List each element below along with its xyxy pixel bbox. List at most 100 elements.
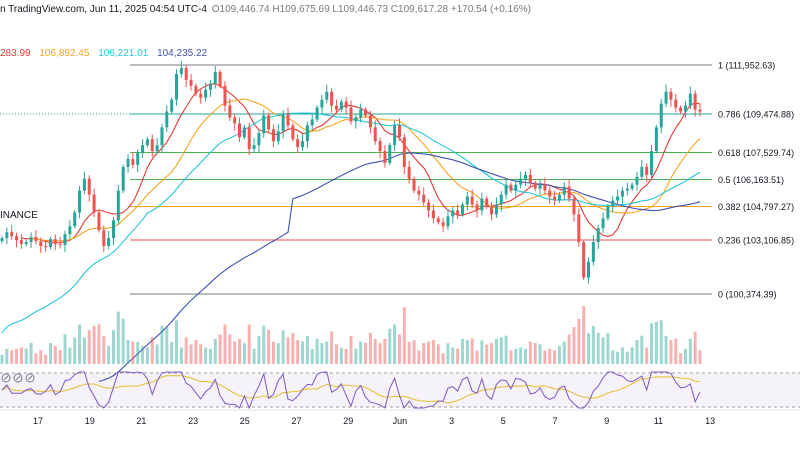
candle-body-58 bbox=[281, 113, 285, 132]
volume-bar-17 bbox=[82, 337, 86, 364]
volume-bar-0 bbox=[0, 354, 4, 364]
candle-body-105 bbox=[509, 184, 513, 191]
volume-bar-97 bbox=[470, 338, 474, 364]
candle-body-114 bbox=[553, 196, 557, 201]
volume-bar-90 bbox=[436, 344, 440, 364]
volume-bar-57 bbox=[276, 343, 280, 364]
ma3-line bbox=[1, 112, 701, 334]
volume-bar-88 bbox=[427, 341, 431, 364]
volume-bar-108 bbox=[523, 348, 528, 364]
time-tick-0: 17 bbox=[33, 416, 43, 426]
volume-bar-27 bbox=[131, 341, 135, 364]
candle-body-38 bbox=[184, 68, 188, 80]
candle-body-126 bbox=[611, 200, 615, 207]
volume-bar-56 bbox=[271, 341, 275, 364]
exchange-label: INANCE bbox=[0, 210, 38, 221]
volume-bar-60 bbox=[291, 333, 295, 364]
fib-label-3: 0.5 (106,163.51) bbox=[718, 175, 784, 185]
volume-bar-22 bbox=[107, 346, 111, 364]
volume-bar-82 bbox=[397, 334, 401, 364]
volume-bar-144 bbox=[698, 350, 702, 364]
candle-body-74 bbox=[359, 109, 363, 118]
candle-body-42 bbox=[204, 89, 208, 98]
candle-body-70 bbox=[339, 101, 343, 110]
volume-bar-124 bbox=[601, 337, 605, 364]
candle-body-69 bbox=[334, 105, 338, 110]
volume-bar-65 bbox=[315, 338, 319, 364]
candle-body-136 bbox=[659, 103, 663, 128]
volume-bar-134 bbox=[650, 323, 654, 364]
candle-body-37 bbox=[179, 68, 183, 74]
volume-bar-87 bbox=[422, 343, 426, 364]
volume-bar-117 bbox=[567, 334, 571, 364]
volume-bar-49 bbox=[238, 339, 242, 364]
volume-bar-32 bbox=[155, 344, 159, 364]
rsi-pane bbox=[0, 371, 800, 410]
candle-body-26 bbox=[126, 158, 130, 167]
candle-body-139 bbox=[674, 99, 678, 108]
candle-body-16 bbox=[78, 190, 82, 213]
volume-bar-129 bbox=[625, 351, 629, 364]
volume-bar-93 bbox=[451, 347, 455, 364]
candle-body-15 bbox=[73, 212, 77, 227]
volume-bar-135 bbox=[654, 321, 658, 364]
candle-body-125 bbox=[606, 206, 610, 219]
candle-body-135 bbox=[654, 127, 658, 152]
volume-bar-127 bbox=[616, 351, 620, 364]
volume-bar-20 bbox=[97, 324, 101, 364]
candle-body-130 bbox=[630, 184, 634, 189]
candle-body-134 bbox=[650, 151, 654, 175]
candle-body-24 bbox=[116, 190, 120, 221]
candle-body-65 bbox=[315, 107, 319, 120]
candle-body-46 bbox=[223, 85, 227, 106]
time-tick-12: 11 bbox=[654, 416, 663, 426]
candle-body-21 bbox=[102, 230, 106, 247]
volume-bar-98 bbox=[475, 350, 479, 364]
volume-bar-115 bbox=[557, 345, 561, 364]
volume-bar-6 bbox=[29, 342, 33, 364]
candle-body-31 bbox=[150, 139, 154, 152]
candle-body-103 bbox=[499, 194, 503, 205]
volume-bar-1 bbox=[5, 348, 9, 364]
rsi-setting-icon-a[interactable] bbox=[1, 373, 11, 383]
candle-body-88 bbox=[427, 202, 431, 211]
volume-bar-18 bbox=[87, 330, 91, 364]
candle-body-18 bbox=[87, 178, 91, 195]
candle-body-30 bbox=[145, 139, 149, 146]
rsi-setting-icon-c[interactable] bbox=[25, 373, 35, 383]
volume-bar-123 bbox=[596, 333, 600, 364]
candle-body-6 bbox=[29, 237, 33, 243]
candle-body-34 bbox=[165, 111, 169, 128]
volume-bar-133 bbox=[645, 347, 649, 364]
candle-body-112 bbox=[543, 184, 547, 191]
candle-body-118 bbox=[572, 198, 576, 215]
candle-body-64 bbox=[310, 119, 314, 126]
candle-body-45 bbox=[218, 71, 222, 86]
fib-label-0: 1 (111,952.63) bbox=[718, 61, 775, 71]
candle-body-13 bbox=[63, 234, 67, 246]
candle-body-141 bbox=[683, 105, 687, 112]
candle-body-57 bbox=[276, 131, 280, 142]
candle-body-33 bbox=[160, 127, 164, 146]
ma1-value: 283.99 bbox=[0, 48, 31, 59]
candle-body-50 bbox=[242, 127, 246, 138]
volume-bar-125 bbox=[606, 332, 610, 364]
candle-body-108 bbox=[523, 174, 528, 179]
volume-bar-84 bbox=[407, 341, 411, 364]
volume-bar-26 bbox=[126, 340, 130, 364]
candle-body-67 bbox=[325, 91, 329, 100]
rsi-setting-icon-b[interactable] bbox=[13, 373, 23, 383]
volume-bar-96 bbox=[465, 340, 469, 364]
candle-body-4 bbox=[19, 240, 23, 245]
volume-bar-74 bbox=[359, 341, 363, 364]
volume-bar-122 bbox=[591, 325, 595, 364]
volume-bar-31 bbox=[150, 337, 154, 364]
volume-bar-119 bbox=[577, 319, 581, 364]
volume-bar-89 bbox=[431, 340, 435, 364]
volume-bar-92 bbox=[446, 343, 450, 364]
volume-bar-128 bbox=[620, 347, 624, 364]
candle-body-14 bbox=[68, 226, 72, 235]
volume-bar-66 bbox=[320, 343, 324, 364]
candle-body-78 bbox=[378, 141, 382, 152]
